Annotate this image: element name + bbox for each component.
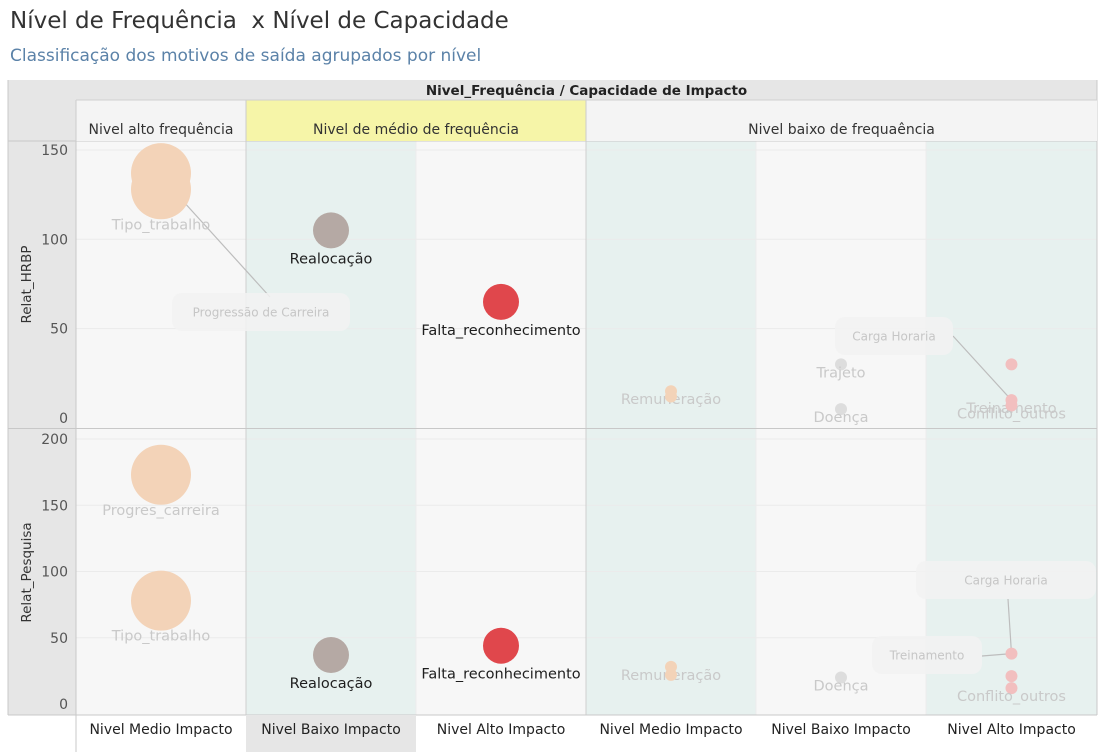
impact-column-label: Nivel Baixo Impacto	[261, 722, 401, 738]
data-point	[1005, 399, 1018, 412]
header-title: Nivel_Frequência / Capacidade de Impacto	[426, 83, 747, 99]
leader-line	[952, 335, 1012, 401]
column-headers: Nivel_Frequência / Capacidade de Impacto…	[75, 83, 1097, 141]
impact-column-label: Nivel Alto Impacto	[947, 722, 1076, 738]
frequency-header-bg	[76, 100, 246, 141]
data-label: Conflito_outros	[957, 406, 1066, 422]
data-point	[313, 636, 349, 673]
frequency-header-label: Nivel baixo de frequaência	[748, 122, 935, 138]
data-point	[835, 403, 847, 416]
frequency-header-label: Nivel de médio de frequência	[313, 122, 519, 138]
page-title: Nível de Frequência x Nível de Capacidad…	[10, 8, 509, 34]
data-label: Tipo_trabalho	[111, 217, 211, 233]
impact-column-label: Nivel Baixo Impacto	[771, 722, 911, 738]
tooltip-label: Treinamento	[889, 649, 965, 663]
impact-column-label: Nivel Medio Impacto	[599, 722, 742, 738]
data-label: Realocação	[290, 676, 373, 692]
y-tick-label: 150	[41, 143, 68, 159]
frequency-header-label: Nivel alto frequência	[89, 122, 234, 138]
data-label: Progres_carreira	[102, 503, 220, 519]
y-tick-label: 100	[41, 565, 68, 581]
y-tick-label: 50	[50, 631, 68, 647]
data-point	[131, 444, 191, 505]
leader-line	[1007, 598, 1013, 654]
y-tick-label: 50	[50, 322, 68, 338]
data-label: Falta_reconhecimento	[421, 667, 580, 683]
data-point	[1005, 670, 1018, 683]
tooltip-label: Carga Horaria	[852, 330, 936, 344]
frequency-header-bg	[586, 100, 1097, 141]
data-point	[665, 668, 677, 681]
impact-column-label: Nivel Medio Impacto	[89, 722, 232, 738]
data-label: Conflito_outros	[957, 689, 1066, 705]
tooltip-box	[172, 293, 350, 331]
data-point	[313, 212, 349, 249]
frequency-header-bg	[246, 100, 586, 141]
y-axes: 0 50 100 150 Relat_HRBP 0 50 100 150 200 Relat_Pes…	[19, 143, 68, 713]
data-label: Doença	[813, 410, 868, 426]
y-tick-label: 0	[59, 697, 68, 713]
impact-column-label: Nivel Alto Impacto	[437, 722, 566, 738]
y-axis-label: Relat_Pesquisa	[19, 522, 35, 622]
data-label: Realocação	[290, 251, 373, 267]
data-label: Falta_reconhecimento	[421, 323, 580, 339]
tooltip-box	[916, 561, 1096, 599]
y-tick-label: 150	[41, 498, 68, 514]
tooltips: Progressão de Carreira Carga Horaria Carga…	[172, 293, 1096, 674]
tooltip-label: Carga Horaria	[964, 574, 1048, 588]
data-point	[665, 390, 677, 403]
impact-column-labels: Nivel Medio Impacto Nivel Baixo Impacto Ni…	[89, 715, 1076, 752]
data-point	[483, 627, 519, 664]
data-point	[835, 671, 847, 684]
data-point	[1005, 682, 1018, 695]
y-axis-label: Relat_HRBP	[19, 245, 35, 323]
data-point	[131, 159, 191, 220]
y-tick-label: 0	[59, 411, 68, 427]
data-point	[1005, 647, 1018, 660]
tooltip-label: Progressão de Carreira	[193, 306, 330, 320]
y-tick-label: 200	[41, 432, 68, 448]
gridlines	[7, 80, 1098, 752]
tooltip-box	[835, 317, 953, 355]
data-point	[131, 570, 191, 631]
data-label: Doença	[813, 679, 868, 695]
data-point	[835, 358, 847, 371]
page-subtitle: Classificação dos motivos de saída agrup…	[10, 46, 482, 66]
data-label: Trajeto	[815, 365, 865, 381]
tooltip-box	[872, 636, 982, 674]
data-points[interactable]: Tipo_trabalho Realocação Falta_reconhecime…	[102, 143, 1066, 705]
data-point	[483, 283, 519, 320]
data-label: Tipo_trabalho	[111, 629, 211, 645]
data-point	[1005, 358, 1018, 371]
y-tick-label: 100	[41, 232, 68, 248]
footer-highlight-bg	[246, 715, 416, 752]
